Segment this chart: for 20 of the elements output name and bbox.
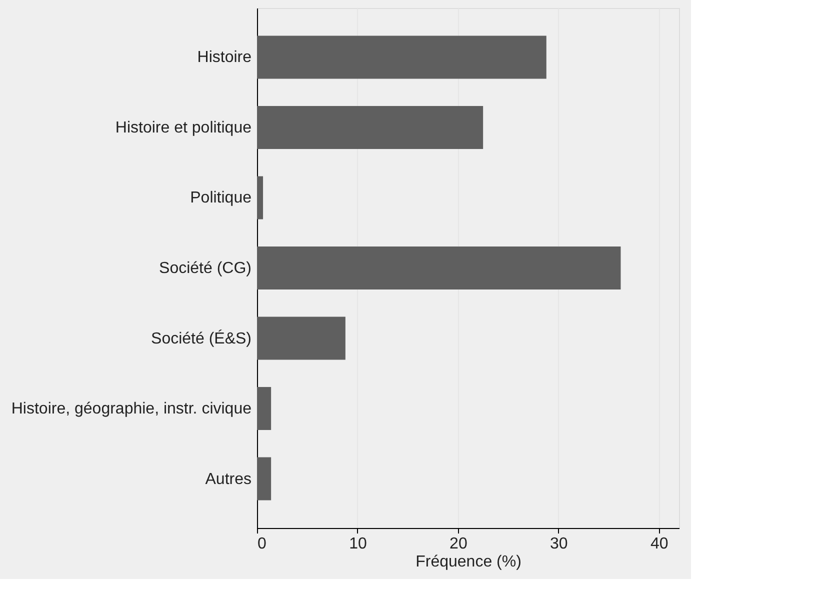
y-tick-label: Autres (205, 470, 252, 488)
y-tick-label: Politique (190, 190, 252, 207)
bar (257, 316, 346, 360)
x-tick-label: 0 (258, 536, 266, 552)
bar (257, 176, 264, 220)
bar (257, 36, 546, 79)
y-tick-label: Société (CG) (159, 260, 252, 277)
x-axis-title: Fréquence (%) (416, 554, 522, 570)
x-tick-label: 20 (450, 536, 468, 552)
y-tick-label: Société (É&S) (151, 329, 252, 348)
y-tick-label: Histoire, géographie, instr. civique (11, 400, 252, 418)
x-tick-label: 30 (550, 536, 568, 552)
x-tick-label: 40 (650, 536, 668, 552)
bar (257, 387, 272, 430)
bar (257, 246, 621, 290)
bar (257, 457, 272, 500)
y-tick-label: Histoire (197, 49, 252, 66)
x-tick-label: 10 (349, 536, 367, 552)
y-tick-label: Histoire et politique (115, 119, 252, 136)
bar (257, 106, 484, 149)
